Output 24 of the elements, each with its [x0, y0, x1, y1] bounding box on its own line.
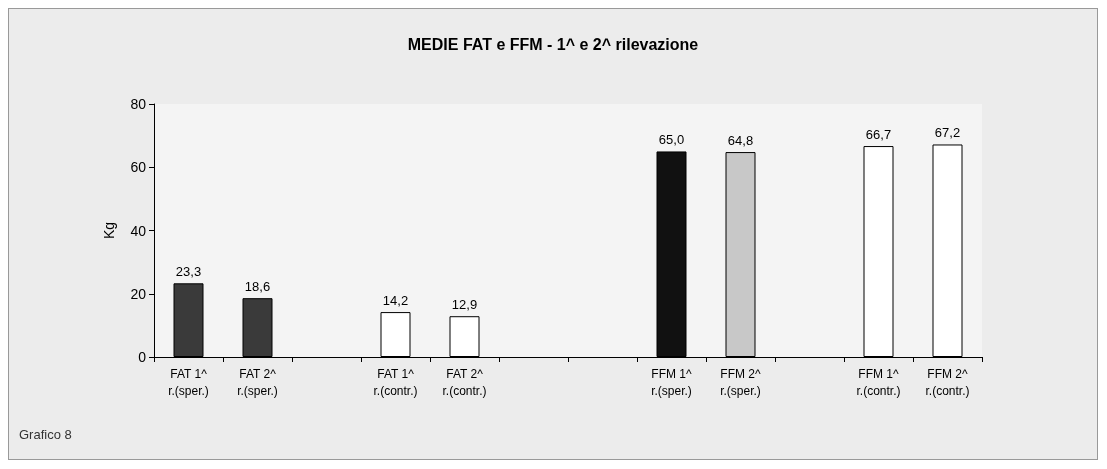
text: Grafico 8	[19, 427, 72, 442]
x-tick-label: FFM 1^ r.(sper.)	[651, 366, 693, 398]
x-tick-label: FAT 1^ r.(sper.)	[168, 366, 209, 398]
data-label: 12,9	[451, 297, 478, 313]
data-label: 18,6	[244, 279, 271, 295]
x-tick-label: FAT 1^ r.(contr.)	[373, 366, 418, 398]
data-label: 67,2	[934, 125, 961, 141]
x-tick-label: FAT 2^ r.(contr.)	[442, 366, 487, 398]
data-label: 65,0	[658, 132, 685, 148]
data-label: 66,7	[865, 127, 892, 143]
data-label: 23,3	[175, 264, 202, 280]
y-axis-title: Kg	[101, 221, 117, 240]
data-label: 14,2	[382, 293, 409, 309]
x-tick-label: FFM 2^ r.(sper.)	[720, 366, 762, 398]
y-tick-label: 0	[138, 349, 147, 365]
y-tick-label: 40	[130, 222, 147, 239]
y-tick-label: 60	[130, 159, 147, 176]
y-tick-label: 80	[130, 96, 147, 112]
data-label: 64,8	[727, 133, 754, 149]
chart-title: MEDIE FAT e FFM - 1^ e 2^ rilevazione	[407, 35, 699, 53]
y-tick-label: 20	[130, 285, 147, 302]
x-tick-label: FFM 2^ r.(contr.)	[925, 366, 970, 398]
x-tick-label: FAT 2^ r.(sper.)	[237, 366, 278, 398]
x-tick-label: FFM 1^ r.(contr.)	[856, 366, 901, 398]
